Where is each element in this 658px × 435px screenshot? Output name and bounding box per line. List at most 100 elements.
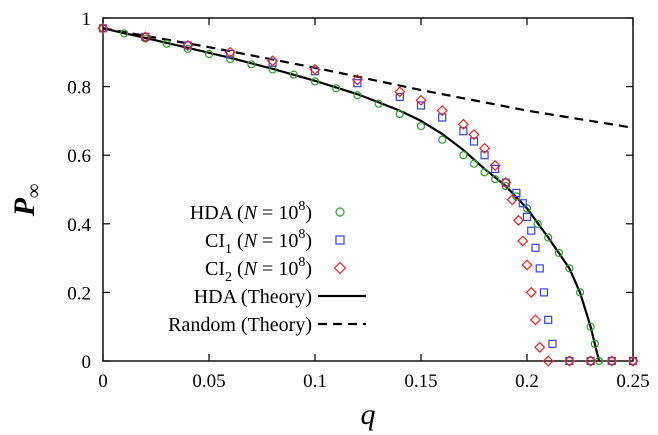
y-tick-label: 0 <box>82 352 92 373</box>
legend-text: HDA (Theory) <box>194 286 312 308</box>
data-point <box>416 101 426 110</box>
data-point <box>522 212 532 222</box>
data-point <box>289 70 298 79</box>
legend-text: CI <box>205 258 225 280</box>
series-line-3 <box>102 27 601 362</box>
data-point <box>141 32 150 41</box>
legend-variable: N <box>243 230 259 252</box>
ticks-layer: 0 0.05 0.1 0.15 0.2 0.25 0 0.2 0.4 0.6 0.8 1 <box>67 9 649 392</box>
data-point <box>353 91 362 100</box>
y-tick-label: 0.6 <box>67 146 91 167</box>
legend-variable: N <box>243 202 259 224</box>
data-point <box>415 94 427 106</box>
y-axis-title-main: P <box>8 197 41 217</box>
data-point <box>512 188 521 198</box>
x-tick-label: 0.1 <box>303 371 327 392</box>
data-point <box>533 219 542 228</box>
x-tick-label: 0.2 <box>515 371 539 392</box>
data-point <box>627 355 639 367</box>
legend-text: ) <box>305 258 312 280</box>
legend-superscript: 8 <box>298 199 305 214</box>
legend-text: ( <box>232 230 244 252</box>
data-point <box>521 259 533 271</box>
data-point <box>512 214 525 226</box>
legend-marker-swatch <box>335 235 345 245</box>
data-point <box>563 355 575 367</box>
data-point <box>548 339 557 348</box>
data-point <box>606 355 618 367</box>
legend: HDA (N = 108)CI1 (N = 108)CI2 (N = 108)H… <box>168 199 366 336</box>
data-point <box>489 159 501 172</box>
data-point <box>534 341 546 353</box>
data-point <box>491 164 500 174</box>
data-point <box>501 178 510 187</box>
data-point <box>139 31 151 43</box>
data-point <box>416 121 426 131</box>
data-point <box>98 24 108 33</box>
legend-label: CI1 (N = 108) <box>205 227 312 257</box>
legend-label: CI2 (N = 108) <box>205 255 312 285</box>
data-point <box>97 22 109 34</box>
data-point <box>457 118 469 130</box>
data-point <box>438 113 447 122</box>
legend-text: = 10 <box>257 202 298 224</box>
data-point <box>353 79 362 88</box>
data-point <box>162 39 171 48</box>
legend-subscript: 1 <box>225 242 232 257</box>
series-line-4 <box>102 27 634 129</box>
x-axis-title: q <box>361 398 376 431</box>
data-point <box>628 356 638 366</box>
data-point <box>224 46 236 58</box>
data-point <box>539 288 549 297</box>
legend-marker-swatch <box>335 207 345 217</box>
plot-frame <box>102 17 634 362</box>
legend-subscript: 2 <box>225 270 232 285</box>
data-point <box>585 355 597 367</box>
data-point <box>351 74 363 86</box>
legend-marker-swatch <box>333 261 347 275</box>
data-point <box>267 55 279 67</box>
data-point <box>500 177 512 189</box>
data-point <box>479 142 491 154</box>
data-point <box>535 264 544 273</box>
data-point <box>374 99 383 108</box>
data-point <box>544 315 553 324</box>
y-tick-label: 0.8 <box>67 78 91 99</box>
data-point <box>310 77 320 86</box>
data-point <box>565 264 574 273</box>
data-point <box>332 84 341 93</box>
legend-text: CI <box>205 230 225 252</box>
data-point <box>459 127 468 136</box>
data-point <box>309 63 321 76</box>
data-point <box>469 137 479 146</box>
data-point <box>575 288 585 297</box>
data-point <box>226 55 235 64</box>
y-tick-label: 0.4 <box>67 215 91 236</box>
data-point <box>491 175 500 184</box>
data-point <box>468 129 480 141</box>
data-point <box>182 39 194 52</box>
data-point <box>436 105 448 117</box>
data-point <box>554 248 563 258</box>
y-axis-title: P∞ <box>8 184 45 218</box>
y-tick-label: 1 <box>82 9 92 30</box>
data-point <box>586 322 595 331</box>
data-point <box>183 41 192 50</box>
data-point <box>590 339 599 348</box>
x-tick-label: 0 <box>98 371 108 392</box>
legend-label: HDA (N = 108) <box>190 199 312 224</box>
data-point <box>395 109 404 119</box>
legend-text: ) <box>305 202 312 224</box>
data-point <box>607 356 616 366</box>
legend-label: Random (Theory) <box>168 314 312 336</box>
data-point <box>542 355 554 367</box>
data-point <box>586 356 595 366</box>
y-axis-title-sub: ∞ <box>23 184 45 198</box>
legend-text: = 10 <box>257 258 298 280</box>
data-point <box>544 233 553 242</box>
series-markers-2 <box>97 22 639 367</box>
x-tick-label: 0.25 <box>616 371 649 392</box>
data-point <box>438 135 447 144</box>
